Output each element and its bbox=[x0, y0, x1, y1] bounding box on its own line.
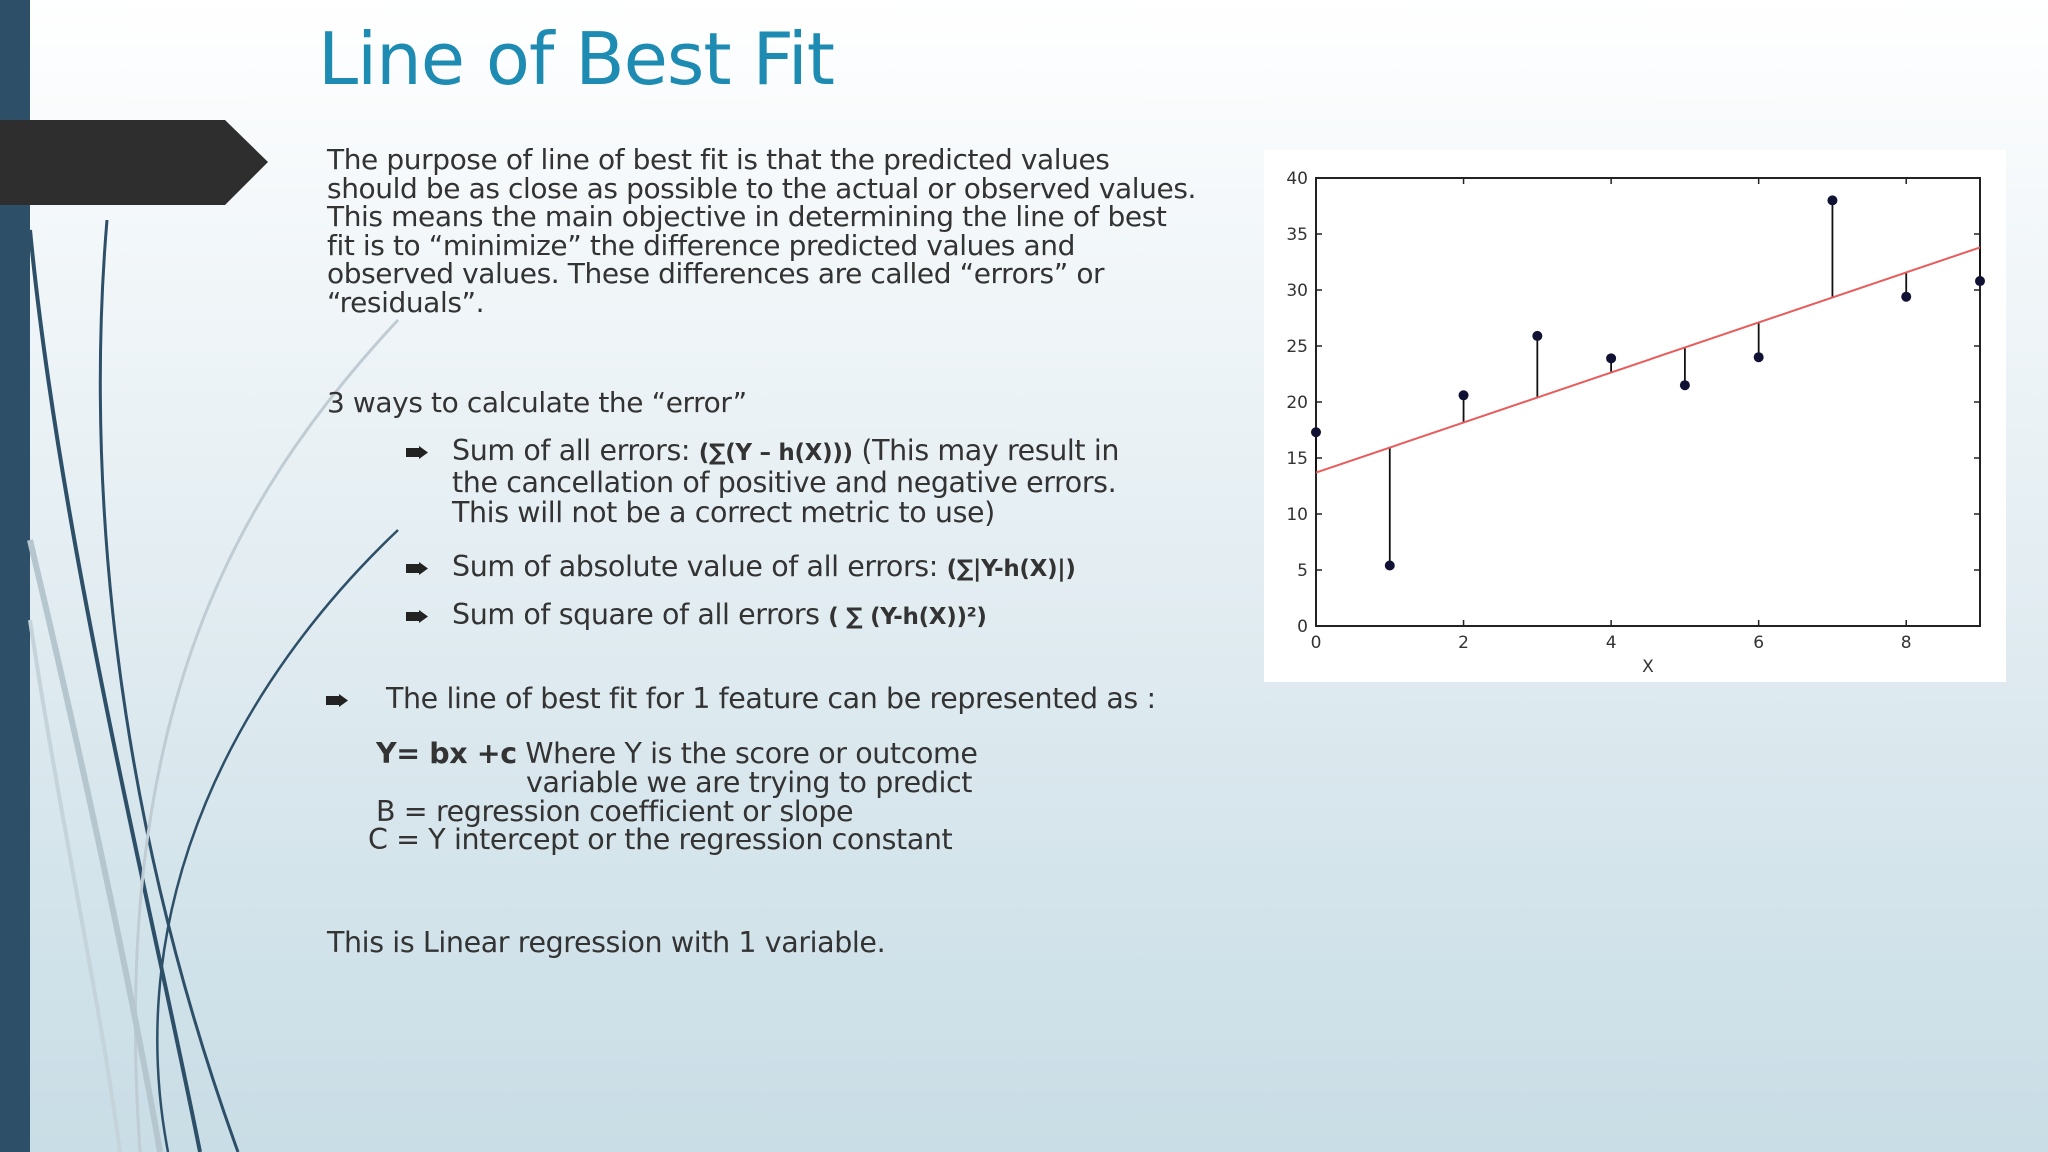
x-tick-label: 4 bbox=[1606, 633, 1617, 653]
equation-description: Where Y is the score or outcome bbox=[516, 737, 978, 770]
bullet-text: Sum of square of all errors bbox=[452, 598, 829, 631]
list-item: Sum of square of all errors ( ∑ (Y-h(X))… bbox=[406, 600, 1166, 632]
equation-description-continued: variable we are trying to predict bbox=[526, 765, 973, 799]
data-point bbox=[1753, 352, 1764, 363]
list-item: Sum of all errors: (∑(Y – h(X))) (This m… bbox=[406, 436, 1166, 528]
x-tick-label: 8 bbox=[1901, 633, 1912, 653]
data-point bbox=[1384, 560, 1395, 571]
data-point bbox=[1827, 195, 1838, 206]
bullet-note: (This may result in the cancellation of … bbox=[452, 434, 1120, 529]
regression-scatter-chart: 0 5 10 15 20 25 30 35 40 0 2 4 6 8 X bbox=[1286, 169, 1985, 677]
y-tick-label: 20 bbox=[1286, 393, 1308, 413]
best-fit-bullet: The line of best fit for 1 feature can b… bbox=[326, 680, 1286, 718]
bullet-text: Sum of absolute value of all errors: bbox=[452, 550, 947, 583]
bullet-formula: (∑|Y-h(X)|) bbox=[946, 556, 1076, 582]
decorative-swoosh-lines bbox=[27, 219, 400, 1152]
data-point bbox=[1458, 390, 1469, 401]
arrow-bullet-icon bbox=[326, 694, 348, 707]
data-point bbox=[1606, 353, 1617, 364]
data-point bbox=[1532, 330, 1543, 341]
x-tick-label: 0 bbox=[1311, 633, 1322, 653]
y-tick-label: 5 bbox=[1297, 561, 1308, 581]
data-point bbox=[1901, 291, 1912, 302]
equation-line: Y= bx +c Where Y is the score or outcome bbox=[368, 737, 1068, 770]
x-axis-label: X bbox=[1642, 657, 1654, 677]
error-ways-heading: 3 ways to calculate the “error” bbox=[327, 386, 747, 419]
data-point bbox=[1975, 276, 1985, 287]
equation-definitions: Y= bx +c Where Y is the score or outcome… bbox=[368, 737, 1068, 857]
y-tick-label: 0 bbox=[1297, 617, 1308, 637]
best-fit-text: The line of best fit for 1 feature can b… bbox=[386, 682, 1156, 715]
x-tick-label: 2 bbox=[1458, 633, 1469, 653]
y-tick-label: 15 bbox=[1286, 449, 1308, 469]
x-tick-label: 6 bbox=[1753, 633, 1764, 653]
title-arrow-tab bbox=[0, 120, 268, 205]
equation: Y= bx +c bbox=[376, 737, 517, 770]
bullet-formula: (∑(Y – h(X))) bbox=[698, 440, 853, 466]
data-point bbox=[1311, 427, 1321, 438]
arrow-bullet-icon bbox=[406, 446, 428, 459]
intro-paragraph: The purpose of line of best fit is that … bbox=[327, 143, 1197, 319]
y-tick-label: 30 bbox=[1286, 281, 1308, 301]
list-item: Sum of absolute value of all errors: (∑|… bbox=[406, 552, 1166, 584]
y-tick-label: 10 bbox=[1286, 505, 1308, 525]
arrow-bullet-icon bbox=[406, 562, 428, 575]
arrow-bullet-icon bbox=[406, 610, 428, 623]
slide-title: Line of Best Fit bbox=[318, 17, 835, 101]
bullet-formula: ( ∑ (Y-h(X))²) bbox=[828, 604, 987, 630]
bullet-text: Sum of all errors: bbox=[452, 434, 699, 467]
y-tick-label: 25 bbox=[1286, 337, 1308, 357]
y-tick-label: 40 bbox=[1286, 169, 1308, 189]
data-point bbox=[1679, 380, 1690, 391]
y-tick-label: 35 bbox=[1286, 225, 1308, 245]
best-fit-line bbox=[1315, 246, 1981, 474]
definition-b: B = regression coefficient or slope bbox=[376, 794, 854, 828]
closing-statement: This is Linear regression with 1 variabl… bbox=[327, 926, 886, 959]
error-methods-list: Sum of all errors: (∑(Y – h(X))) (This m… bbox=[406, 436, 1166, 632]
regression-chart-panel: 0 5 10 15 20 25 30 35 40 0 2 4 6 8 X bbox=[1264, 150, 2006, 682]
plot-frame bbox=[1315, 177, 1981, 627]
definition-c: C = Y intercept or the regression consta… bbox=[368, 823, 953, 857]
